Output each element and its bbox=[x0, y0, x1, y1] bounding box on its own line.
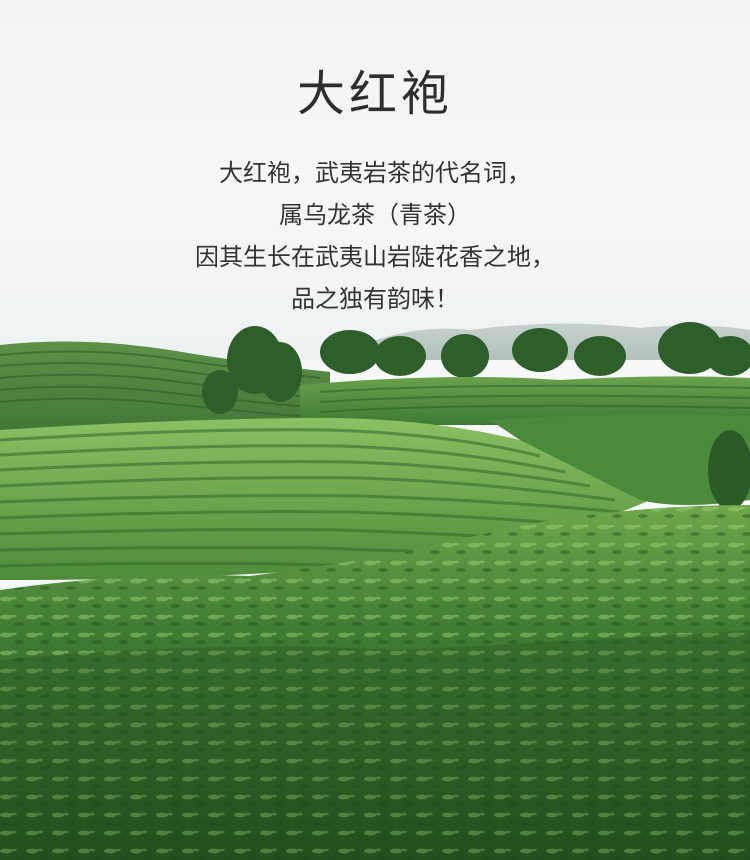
sky-background bbox=[0, 0, 750, 360]
tree-line bbox=[202, 322, 750, 414]
description-line: 属乌龙茶（青茶） bbox=[279, 201, 471, 229]
description-line: 大红袍，武夷岩茶的代名词， bbox=[219, 159, 531, 187]
description-line: 品之独有韵味！ bbox=[291, 285, 459, 313]
description: 大红袍，武夷岩茶的代名词， 属乌龙茶（青茶） 因其生长在武夷山岩陡花香之地， 品… bbox=[0, 152, 750, 320]
page-title: 大红袍 bbox=[296, 66, 453, 122]
description-line: 因其生长在武夷山岩陡花香之地， bbox=[195, 243, 555, 271]
right-field bbox=[490, 414, 750, 505]
mid-terrace-rows bbox=[319, 384, 750, 413]
right-tree bbox=[708, 430, 750, 510]
